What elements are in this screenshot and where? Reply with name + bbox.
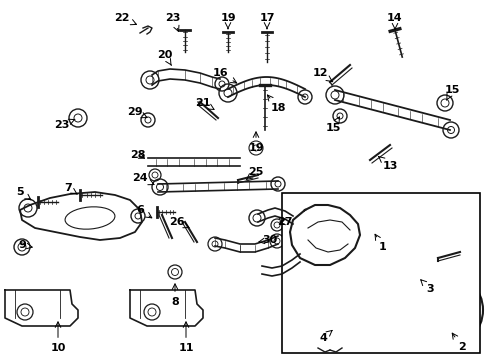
Text: 15: 15 — [325, 117, 340, 133]
Text: 10: 10 — [50, 322, 65, 353]
Text: 25: 25 — [246, 167, 263, 180]
Text: 11: 11 — [178, 322, 193, 353]
Text: 23: 23 — [54, 119, 75, 130]
Text: 17: 17 — [259, 13, 274, 29]
Text: 23: 23 — [165, 13, 181, 31]
Text: 12: 12 — [312, 68, 332, 82]
Text: 27: 27 — [277, 217, 292, 227]
Text: 4: 4 — [318, 330, 331, 343]
Text: 1: 1 — [374, 234, 386, 252]
Text: 8: 8 — [171, 284, 179, 307]
Text: 6: 6 — [136, 205, 151, 218]
Text: 22: 22 — [114, 13, 136, 25]
Text: 5: 5 — [16, 187, 31, 200]
Text: 14: 14 — [386, 13, 402, 29]
Text: 21: 21 — [195, 98, 214, 109]
Text: 20: 20 — [157, 50, 172, 65]
Text: 19: 19 — [248, 132, 263, 153]
Text: 19: 19 — [220, 13, 235, 29]
Text: 29: 29 — [127, 107, 147, 118]
Text: 18: 18 — [267, 95, 285, 113]
Text: 2: 2 — [451, 333, 465, 352]
Text: 26: 26 — [169, 217, 189, 228]
Bar — [282, 193, 479, 353]
Text: 16: 16 — [212, 68, 236, 83]
Text: 24: 24 — [132, 173, 154, 185]
Text: 30: 30 — [259, 235, 277, 245]
Text: 28: 28 — [130, 150, 145, 160]
Text: 9: 9 — [18, 240, 32, 250]
Text: 13: 13 — [378, 156, 397, 171]
Text: 3: 3 — [420, 280, 433, 294]
Text: 15: 15 — [444, 85, 459, 100]
Text: 7: 7 — [64, 183, 77, 194]
